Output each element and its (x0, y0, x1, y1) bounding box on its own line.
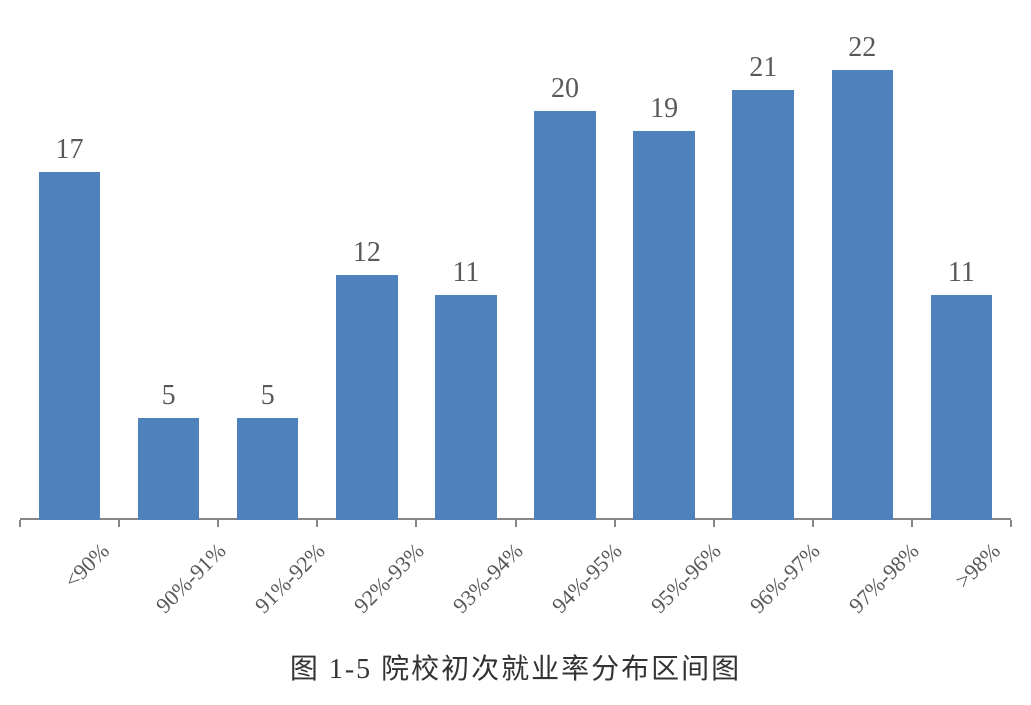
bar-slot: 5 (119, 30, 218, 520)
x-label-slot: 93%-94% (416, 528, 515, 638)
bar-slot: 20 (515, 30, 614, 520)
x-axis-tick (1010, 520, 1012, 527)
bar-slot: 17 (20, 30, 119, 520)
x-label-slot: 96%-97% (714, 528, 813, 638)
x-axis-label: >98% (950, 538, 1006, 594)
x-label-slot: 97%-98% (813, 528, 912, 638)
bar-value-label: 5 (119, 380, 218, 418)
x-axis-tick (19, 520, 21, 527)
bar-value-label: 12 (317, 237, 416, 275)
x-axis-label: <90% (59, 538, 115, 594)
bar-slot: 11 (912, 30, 1011, 520)
x-axis-labels: <90% 90%-91% 91%-92% 92%-93% 93%-94% 94%… (20, 528, 1011, 638)
bar (534, 111, 595, 520)
bar (633, 131, 694, 520)
bar-value-label: 17 (20, 134, 119, 172)
bars-group: 17 5 5 12 11 20 (20, 30, 1011, 520)
x-axis-tick (415, 520, 417, 527)
x-label-slot: 90%-91% (119, 528, 218, 638)
x-label-slot: 92%-93% (317, 528, 416, 638)
bar-slot: 19 (615, 30, 714, 520)
bar (832, 70, 893, 520)
chart-caption: 图 1-5 院校初次就业率分布区间图 (0, 647, 1031, 687)
bar (39, 172, 100, 520)
x-axis-tick (911, 520, 913, 527)
bar-value-label: 22 (813, 32, 912, 70)
bar (931, 295, 992, 520)
x-axis-tick (316, 520, 318, 527)
bar-value-label: 5 (218, 380, 317, 418)
x-label-slot: 95%-96% (615, 528, 714, 638)
x-axis-tick (515, 520, 517, 527)
x-axis-tick (614, 520, 616, 527)
bar-value-label: 11 (912, 257, 1011, 295)
x-label-slot: 94%-95% (515, 528, 614, 638)
bar-slot: 21 (714, 30, 813, 520)
x-axis-tick (713, 520, 715, 527)
bar-value-label: 20 (515, 73, 614, 111)
bar-value-label: 19 (615, 93, 714, 131)
x-label-slot: <90% (20, 528, 119, 638)
bar (732, 90, 793, 520)
x-axis-tick (118, 520, 120, 527)
bar (336, 275, 397, 520)
chart-container: 17 5 5 12 11 20 (0, 0, 1031, 705)
bar-slot: 5 (218, 30, 317, 520)
x-label-slot: 91%-92% (218, 528, 317, 638)
bar-slot: 12 (317, 30, 416, 520)
bar-slot: 22 (813, 30, 912, 520)
bar (435, 295, 496, 520)
bar-slot: 11 (416, 30, 515, 520)
x-axis-tick (217, 520, 219, 527)
bar (138, 418, 199, 520)
x-axis-tick (812, 520, 814, 527)
plot-area: 17 5 5 12 11 20 (20, 30, 1011, 520)
bar-value-label: 21 (714, 52, 813, 90)
bar (237, 418, 298, 520)
bar-value-label: 11 (416, 257, 515, 295)
x-label-slot: >98% (912, 528, 1011, 638)
